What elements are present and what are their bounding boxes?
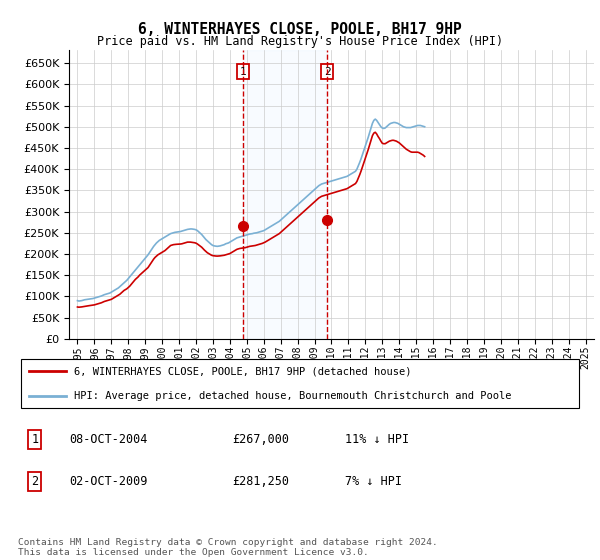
Bar: [243, 50, 327, 339]
FancyBboxPatch shape: [21, 359, 579, 408]
Text: 08-OCT-2004: 08-OCT-2004: [69, 433, 147, 446]
Text: 1: 1: [240, 67, 247, 77]
Text: 2: 2: [31, 475, 38, 488]
Text: £267,000: £267,000: [232, 433, 289, 446]
Text: 2: 2: [324, 67, 331, 77]
Text: 11% ↓ HPI: 11% ↓ HPI: [345, 433, 409, 446]
Text: 6, WINTERHAYES CLOSE, POOLE, BH17 9HP (detached house): 6, WINTERHAYES CLOSE, POOLE, BH17 9HP (d…: [74, 366, 412, 376]
Text: 7% ↓ HPI: 7% ↓ HPI: [345, 475, 402, 488]
Text: Price paid vs. HM Land Registry's House Price Index (HPI): Price paid vs. HM Land Registry's House …: [97, 35, 503, 49]
Text: £281,250: £281,250: [232, 475, 289, 488]
Text: Contains HM Land Registry data © Crown copyright and database right 2024.
This d: Contains HM Land Registry data © Crown c…: [18, 538, 438, 557]
Text: 1: 1: [31, 433, 38, 446]
Text: HPI: Average price, detached house, Bournemouth Christchurch and Poole: HPI: Average price, detached house, Bour…: [74, 390, 512, 400]
Text: 6, WINTERHAYES CLOSE, POOLE, BH17 9HP: 6, WINTERHAYES CLOSE, POOLE, BH17 9HP: [138, 22, 462, 36]
Text: 02-OCT-2009: 02-OCT-2009: [69, 475, 147, 488]
